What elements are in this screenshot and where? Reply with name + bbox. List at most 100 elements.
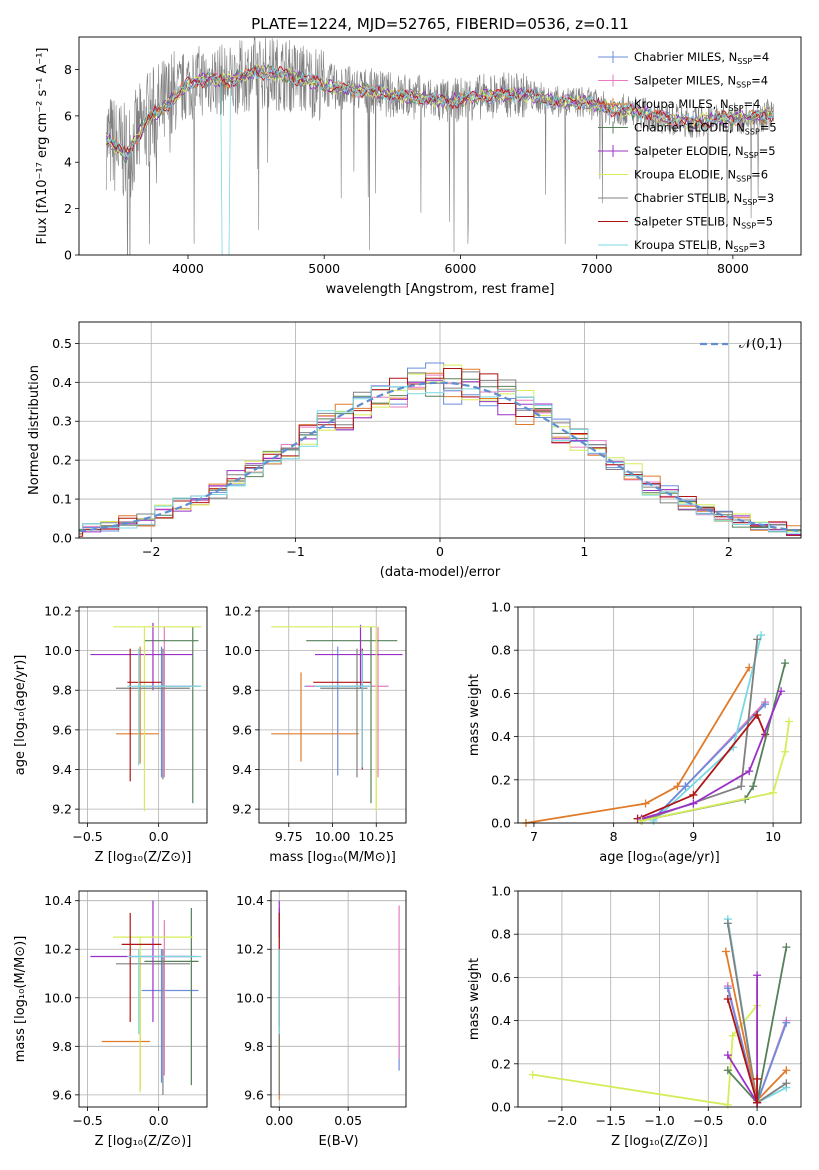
series-point-kroupa_miles xyxy=(673,782,682,791)
series-line-kroupa_miles xyxy=(525,667,750,823)
x-axis-label: E(B-V) xyxy=(318,1134,358,1149)
y-tick-label: 9.2 xyxy=(52,802,72,817)
panel-spectrum: 4000 5000 6000 7000 8000 0 2 4 6 8 wavelength [Ang… xyxy=(35,36,802,297)
y-tick-label: 10.2 xyxy=(224,603,252,618)
series-point-kroupa_elodie xyxy=(723,1100,732,1109)
x-tick-label: 9.75 xyxy=(275,829,303,844)
spectrum-legend: Chabrier MILES, NSSP=4 Salpeter MILES, NS… xyxy=(598,50,777,254)
series-point-chabrier_miles xyxy=(723,984,732,993)
y-tick-label: 1.0 xyxy=(491,600,511,615)
y-tick-label: 0.0 xyxy=(52,531,72,546)
x-tick-label: 5000 xyxy=(308,261,340,276)
series-point-kroupa_stelib xyxy=(757,631,766,640)
series-line-salpeter_stelib xyxy=(637,713,766,820)
panel-mass_weight_vs_age: 7 8 9 10 0.0 0.2 0.4 0.6 0.8 1.0 age [log₁₀(age/yr… xyxy=(467,600,802,865)
series-point-chabrier_elodie xyxy=(782,943,791,952)
y-tick-label: 9.8 xyxy=(244,1039,264,1054)
y-tick-label: 0.2 xyxy=(491,1056,511,1071)
y-tick-label: 0 xyxy=(64,248,72,263)
figure-title: PLATE=1224, MJD=52765, FIBERID=0536, z=0… xyxy=(251,15,629,33)
y-tick-label: 0.1 xyxy=(52,492,72,507)
y-tick-label: 10.0 xyxy=(44,643,72,658)
y-axis-label: mass [log₁₀(M/M⊙)] xyxy=(13,936,28,1063)
legend-label: Salpeter STELIB, NSSP=5 xyxy=(634,215,773,231)
x-axis-label: Z [log₁₀(Z/Z⊙)] xyxy=(95,850,192,865)
x-tick-label: 10.00 xyxy=(315,829,351,844)
series-point-kroupa_elodie xyxy=(781,747,790,756)
y-tick-label: 0.4 xyxy=(491,1013,511,1028)
legend-label: 𝒩(0,1) xyxy=(739,337,782,352)
chart-panels: 4000 5000 6000 7000 8000 0 2 4 6 8 wavelength [Ang… xyxy=(13,36,802,1149)
legend-label: Kroupa ELODIE, NSSP=6 xyxy=(634,168,768,184)
y-tick-label: 8 xyxy=(64,62,72,77)
panel-age_vs_Z: −0.5 0.0 9.2 9.4 9.6 9.8 10.0 10.2 Z [log₁₀(Z/Z⊙… xyxy=(13,603,208,865)
series-point-kroupa_miles xyxy=(745,663,754,672)
x-tick-label: 0.0 xyxy=(747,1113,767,1128)
x-tick-label: −0.5 xyxy=(693,1113,723,1128)
series-point-salpeter_elodie xyxy=(745,767,754,776)
x-tick-label: 9 xyxy=(689,829,697,844)
histogram-kroupa_miles xyxy=(79,368,801,535)
panel-residual_hist: −2 −1 0 1 2 0.0 0.1 0.2 0.3 0.4 0.5 (data-model)/er… xyxy=(27,321,802,580)
series-point-chabrier_miles xyxy=(681,782,690,791)
series-point-salpeter_elodie xyxy=(777,687,786,696)
y-tick-label: 0.8 xyxy=(491,927,511,942)
panel-mass_vs_ebv: 0.00 0.05 9.6 9.8 10.0 10.2 10.4 E(B-V) xyxy=(236,890,407,1149)
series-point-kroupa_elodie xyxy=(785,717,794,726)
series-point-chabrier_miles xyxy=(782,1018,791,1027)
y-tick-label: 10.4 xyxy=(236,893,264,908)
y-tick-label: 9.6 xyxy=(52,722,72,737)
series-point-chabrier_stelib xyxy=(737,782,746,791)
axes-frame xyxy=(78,890,208,1108)
x-tick-label: 2 xyxy=(725,544,733,559)
y-tick-label: 10.2 xyxy=(44,942,72,957)
x-axis-label: age [log₁₀(age/yr)] xyxy=(599,850,720,865)
series-point-kroupa_elodie xyxy=(769,788,778,797)
axes-frame xyxy=(517,890,802,1108)
legend-label: Kroupa MILES, NSSP=4 xyxy=(634,97,760,113)
y-tick-label: 9.8 xyxy=(52,683,72,698)
y-tick-label: 0.0 xyxy=(491,1100,511,1115)
series-point-kroupa_elodie xyxy=(528,1070,537,1079)
series-line-kroupa_elodie xyxy=(641,721,790,822)
y-tick-label: 0.2 xyxy=(52,453,72,468)
y-tick-label: 0.6 xyxy=(491,970,511,985)
y-tick-label: 10.2 xyxy=(236,942,264,957)
y-axis-label: mass weight xyxy=(467,674,482,756)
x-tick-label: 10 xyxy=(765,829,781,844)
series-point-salpeter_stelib xyxy=(723,995,732,1003)
series-point-salpeter_elodie xyxy=(689,799,698,808)
model-line-kroupa_elodie xyxy=(105,64,774,159)
y-tick-label: 9.4 xyxy=(52,762,72,777)
y-tick-label: 0.8 xyxy=(491,643,511,658)
x-tick-label: 4000 xyxy=(172,261,204,276)
series-point-salpeter_stelib xyxy=(753,1074,762,1083)
axes-frame xyxy=(258,606,407,824)
series-point-chabrier_elodie xyxy=(781,659,790,668)
x-tick-label: −1.5 xyxy=(596,1113,626,1128)
y-tick-label: 0.4 xyxy=(491,729,511,744)
axes-frame xyxy=(270,890,407,1108)
x-tick-label: 8000 xyxy=(717,261,749,276)
y-tick-label: 1.0 xyxy=(491,884,511,899)
legend-label: Chabrier ELODIE, NSSP=5 xyxy=(634,121,777,137)
y-tick-label: 9.8 xyxy=(232,683,252,698)
series-point-kroupa_elodie xyxy=(728,1031,737,1040)
x-tick-label: 0.0 xyxy=(149,1113,169,1128)
x-tick-label: 0 xyxy=(436,544,444,559)
series-point-kroupa_elodie xyxy=(637,816,646,825)
series-point-kroupa_miles xyxy=(782,1066,791,1075)
y-tick-label: 9.4 xyxy=(232,762,252,777)
x-tick-label: −0.5 xyxy=(72,1113,102,1128)
series-point-kroupa_miles xyxy=(721,947,730,956)
x-tick-label: −2 xyxy=(142,544,160,559)
y-tick-label: 4 xyxy=(64,155,72,170)
x-tick-label: −1 xyxy=(286,544,304,559)
panel-age_vs_mass: 9.75 10.00 10.25 9.2 9.4 9.6 9.8 10.0 10.2 mass [… xyxy=(224,603,407,865)
x-tick-label: 10.25 xyxy=(358,829,394,844)
x-axis-label: (data-model)/error xyxy=(380,565,501,580)
x-axis-label: wavelength [Angstrom, rest frame] xyxy=(326,282,555,297)
y-axis-label: mass weight xyxy=(467,958,482,1040)
y-tick-label: 9.8 xyxy=(52,1039,72,1054)
y-tick-label: 2 xyxy=(64,201,72,216)
